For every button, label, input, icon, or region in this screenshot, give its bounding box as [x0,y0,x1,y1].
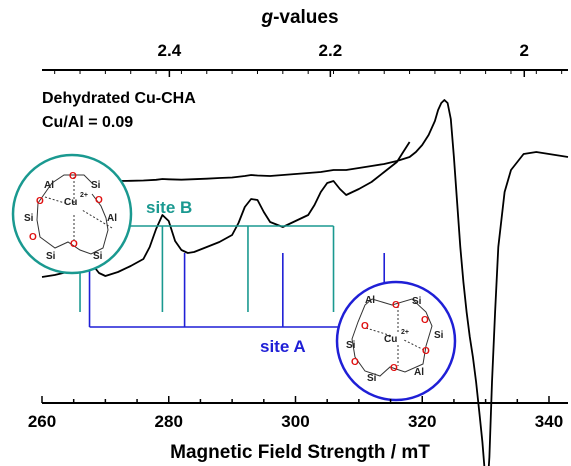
top-axis: 2.4 2.2 2 [54,41,563,77]
site-a-atom-3: Si [412,296,422,307]
site-b-atom-8: O [29,232,37,243]
site-a-atom-8: Si [346,340,356,351]
site-b-label: site B [146,198,192,217]
x-tick-label: 300 [281,412,309,431]
site-b-atom-6: Si [24,213,34,224]
site-b-atom-11: Si [93,251,103,262]
spectra [41,99,569,466]
site-b-atom-5: O [36,196,44,207]
top-axis-title: g-values [260,7,338,28]
site-b-charge: 2+ [80,192,88,199]
site-a-bonds [351,298,433,377]
spectrum-line-1 [41,99,569,466]
site-a-atom-4: O [421,315,429,326]
site-b-metal: Cu [64,197,77,208]
g-tick-label: 2.2 [319,41,343,60]
site-a-atom-6: O [361,321,369,332]
site-b-atom-7: Al [107,213,117,224]
ratio-annotation: Cu/Al = 0.09 [42,114,133,131]
site-a-coordination [365,306,425,366]
spectrum-line-2 [41,141,411,278]
site-a-structure: Al O Si O Si O O Si O Si O Al Cu 2+ [335,280,457,402]
site-a-metal: Cu [384,334,397,345]
site-b-structure: Al O Si O O Si Al O Si O Si Cu 2+ [11,153,133,275]
x-tick-label: 280 [155,412,183,431]
site-b-atom-2: O [69,171,77,182]
top-axis-title-rest: -values [273,7,338,28]
site-a-atom-2: O [392,300,400,311]
x-axis-title: Magnetic Field Strength / mT [170,442,430,463]
site-a-atom-5: Si [434,330,444,341]
site-a-atom-12: Al [414,367,424,378]
site-b-atom-1: Al [44,180,54,191]
site-b-bonds [36,174,109,255]
bottom-axis: 260 280 300 320 340 [28,396,563,431]
site-a-label: site A [260,337,306,356]
site-b-structure-ring [11,153,133,275]
site-a-atom-9: O [351,357,359,368]
sample-annotation: Dehydrated Cu-CHA [42,90,196,107]
x-tick-label: 260 [28,412,56,431]
site-b-atom-9: Si [46,251,56,262]
site-a-atom-10: Si [367,373,377,384]
site-a-charge: 2+ [401,329,409,336]
x-tick-label: 340 [535,412,563,431]
site-a-atom-7: O [422,346,430,357]
x-tick-label: 320 [408,412,436,431]
site-b-atom-10: O [70,239,78,250]
top-axis-title-italic: g [260,7,273,28]
site-b-atom-4: O [95,195,103,206]
site-b-coordination [44,177,113,240]
g-tick-label: 2.4 [158,41,182,60]
g-tick-label: 2 [520,41,529,60]
site-b-atom-3: Si [91,180,101,191]
site-b-markers [79,225,335,312]
site-a-atom-11: O [390,363,398,374]
site-a-atom-1: Al [365,295,375,306]
